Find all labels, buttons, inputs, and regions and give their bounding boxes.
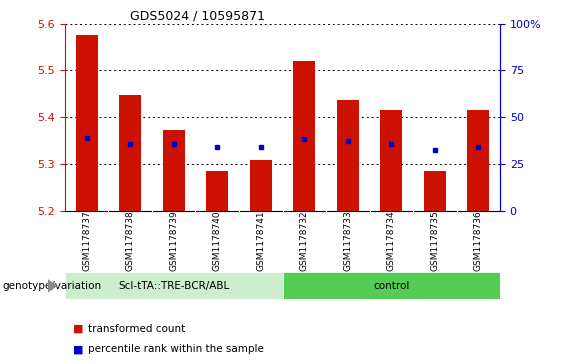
Text: ■: ■: [73, 323, 84, 334]
Text: transformed count: transformed count: [88, 323, 185, 334]
Text: GSM1178737: GSM1178737: [82, 210, 91, 271]
Text: GSM1178741: GSM1178741: [257, 210, 265, 271]
Bar: [282, 272, 500, 299]
Bar: [163, 130, 185, 211]
Bar: [206, 171, 228, 211]
Bar: [424, 171, 446, 211]
Bar: [65, 272, 282, 299]
Text: Scl-tTA::TRE-BCR/ABL: Scl-tTA::TRE-BCR/ABL: [118, 281, 229, 291]
Bar: [293, 61, 315, 211]
Text: GSM1178732: GSM1178732: [300, 210, 308, 271]
Text: ■: ■: [73, 344, 84, 354]
Text: GDS5024 / 10595871: GDS5024 / 10595871: [130, 9, 265, 23]
Bar: [467, 110, 489, 211]
Text: GSM1178733: GSM1178733: [344, 210, 352, 271]
Text: genotype/variation: genotype/variation: [3, 281, 102, 291]
Bar: [250, 160, 272, 211]
Text: GSM1178740: GSM1178740: [213, 210, 221, 271]
Text: GSM1178735: GSM1178735: [431, 210, 439, 271]
Bar: [76, 35, 98, 211]
Bar: [119, 95, 141, 211]
Bar: [380, 110, 402, 211]
Text: control: control: [373, 281, 410, 291]
Text: GSM1178736: GSM1178736: [474, 210, 483, 271]
Text: percentile rank within the sample: percentile rank within the sample: [88, 344, 263, 354]
Text: GSM1178734: GSM1178734: [387, 210, 396, 271]
Text: GSM1178738: GSM1178738: [126, 210, 134, 271]
Text: GSM1178739: GSM1178739: [170, 210, 178, 271]
Bar: [337, 100, 359, 211]
